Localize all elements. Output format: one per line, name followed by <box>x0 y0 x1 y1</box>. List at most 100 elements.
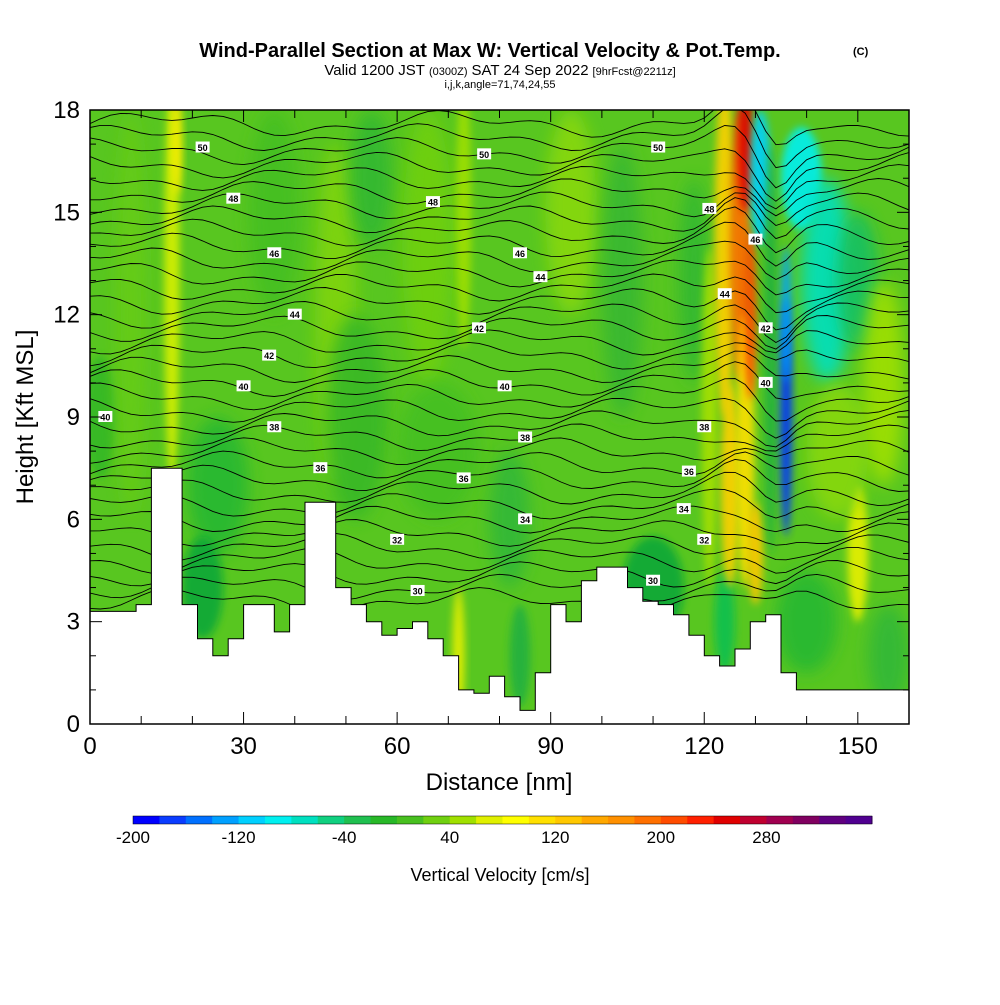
x-tick-labels: 0 30 60 90 120 150 <box>83 733 878 760</box>
theta-label: 40 <box>236 380 251 392</box>
theta-label-text: 40 <box>100 413 110 423</box>
theta-label-box <box>676 503 691 515</box>
theta-label: 32 <box>390 533 405 545</box>
theta-isoline <box>90 148 909 202</box>
theta-isoline <box>90 341 909 370</box>
theta-label-text: 34 <box>520 515 530 525</box>
theta-isoline <box>90 471 909 507</box>
theta-label-text: 50 <box>653 143 663 153</box>
theta-label-box <box>651 141 666 153</box>
theta-label-text: 50 <box>479 150 489 160</box>
colorbar-frame <box>132 815 873 825</box>
velocity-blob <box>701 246 718 588</box>
theta-isoline <box>90 532 909 561</box>
theta-isoline <box>90 110 909 169</box>
theta-label-text: 46 <box>750 235 760 245</box>
theta-isoline <box>90 573 909 602</box>
theta-label-text: 36 <box>315 464 325 474</box>
theta-label-text: 38 <box>520 433 530 443</box>
theta-label: 50 <box>195 141 210 153</box>
velocity-blob <box>678 178 710 383</box>
y-tick-label: 3 <box>67 609 80 636</box>
x-tick-label: 60 <box>384 733 411 760</box>
velocity-blob <box>775 570 838 673</box>
theta-label: 50 <box>651 141 666 153</box>
colorbar-swatch <box>212 816 240 824</box>
theta-label: 40 <box>758 376 773 388</box>
theta-isoline <box>90 546 909 574</box>
colorbar-swatch <box>264 816 292 824</box>
theta-label-text: 44 <box>535 273 545 283</box>
theta-label-box <box>410 584 425 596</box>
velocity-blob <box>351 110 393 247</box>
colorbar-swatch <box>502 816 530 824</box>
theta-label-box <box>98 411 113 422</box>
theta-label: 34 <box>518 513 533 525</box>
theta-label-box <box>236 380 251 392</box>
theta-label-box <box>497 380 512 392</box>
theta-isoline <box>90 110 909 146</box>
theta-label-box <box>425 196 440 208</box>
theta-label-box <box>267 421 282 433</box>
theta-label-box <box>262 349 277 361</box>
theta-label-box <box>390 533 405 545</box>
chart-title: Wind-Parallel Section at Max W: Vertical… <box>199 40 780 62</box>
theta-isoline <box>90 178 909 217</box>
y-tick-label: 0 <box>67 711 80 738</box>
theta-label-box <box>267 247 282 259</box>
y-tick-label: 9 <box>67 404 80 431</box>
plot-area: 50 50 50 48 48 48 46 46 46 44 44 44 42 42 42 40 40 40 40 38… <box>90 110 909 724</box>
velocity-blob <box>171 110 183 196</box>
theta-label-box <box>226 192 241 204</box>
theta-label: 30 <box>646 574 661 586</box>
theta-contours <box>90 110 909 615</box>
theta-label: 32 <box>697 533 712 545</box>
theta-label: 46 <box>267 247 282 259</box>
theta-label: 48 <box>425 196 440 208</box>
theta-label: 48 <box>226 192 241 204</box>
colorbar-swatch <box>344 816 372 824</box>
velocity-blob <box>744 229 757 400</box>
theta-label: 50 <box>477 148 492 160</box>
colorbar-swatch <box>634 816 662 824</box>
theta-isoline <box>90 350 909 383</box>
colorbar-swatch <box>608 816 635 824</box>
theta-isoline <box>90 488 909 520</box>
colorbar-swatch <box>159 816 187 824</box>
colorbar-swatch <box>687 816 715 824</box>
y-tick-label: 15 <box>53 199 80 226</box>
colorbar-label: Vertical Velocity [cm/s] <box>410 865 589 885</box>
x-tick-label: 150 <box>838 733 878 760</box>
theta-label-box <box>512 247 527 259</box>
theta-label-box <box>758 322 773 334</box>
theta-label: 40 <box>497 380 512 392</box>
theta-label-text: 38 <box>699 423 709 433</box>
velocity-blob <box>187 417 249 554</box>
colorbar-tick-label: 280 <box>752 828 780 847</box>
colorbar-swatch <box>528 816 556 824</box>
colorbar-swatch <box>766 816 794 824</box>
velocity-blob <box>714 110 735 417</box>
theta-label: 38 <box>518 431 533 443</box>
theta-isoline <box>90 125 909 189</box>
colorbar-tick-label: 200 <box>647 828 675 847</box>
theta-label: 42 <box>262 349 277 361</box>
colorbar-swatch <box>133 816 160 824</box>
theta-label-box <box>195 141 210 153</box>
theta-label-text: 30 <box>648 576 658 586</box>
theta-label: 42 <box>472 322 487 334</box>
copyright-mark: (C) <box>853 46 869 58</box>
theta-label-box <box>758 376 773 388</box>
theta-label: 44 <box>287 308 302 320</box>
velocity-blob <box>806 382 869 520</box>
theta-isoline <box>90 397 909 439</box>
y-tick-labels: 0 3 6 9 12 15 18 <box>53 97 80 738</box>
theta-isoline <box>90 450 909 479</box>
theta-isoline <box>90 505 909 534</box>
theta-label-box <box>646 574 661 586</box>
theta-label-box <box>681 465 696 477</box>
colorbar-swatch <box>845 816 873 824</box>
theta-label: 44 <box>717 288 732 300</box>
theta-label-text: 40 <box>761 378 771 388</box>
